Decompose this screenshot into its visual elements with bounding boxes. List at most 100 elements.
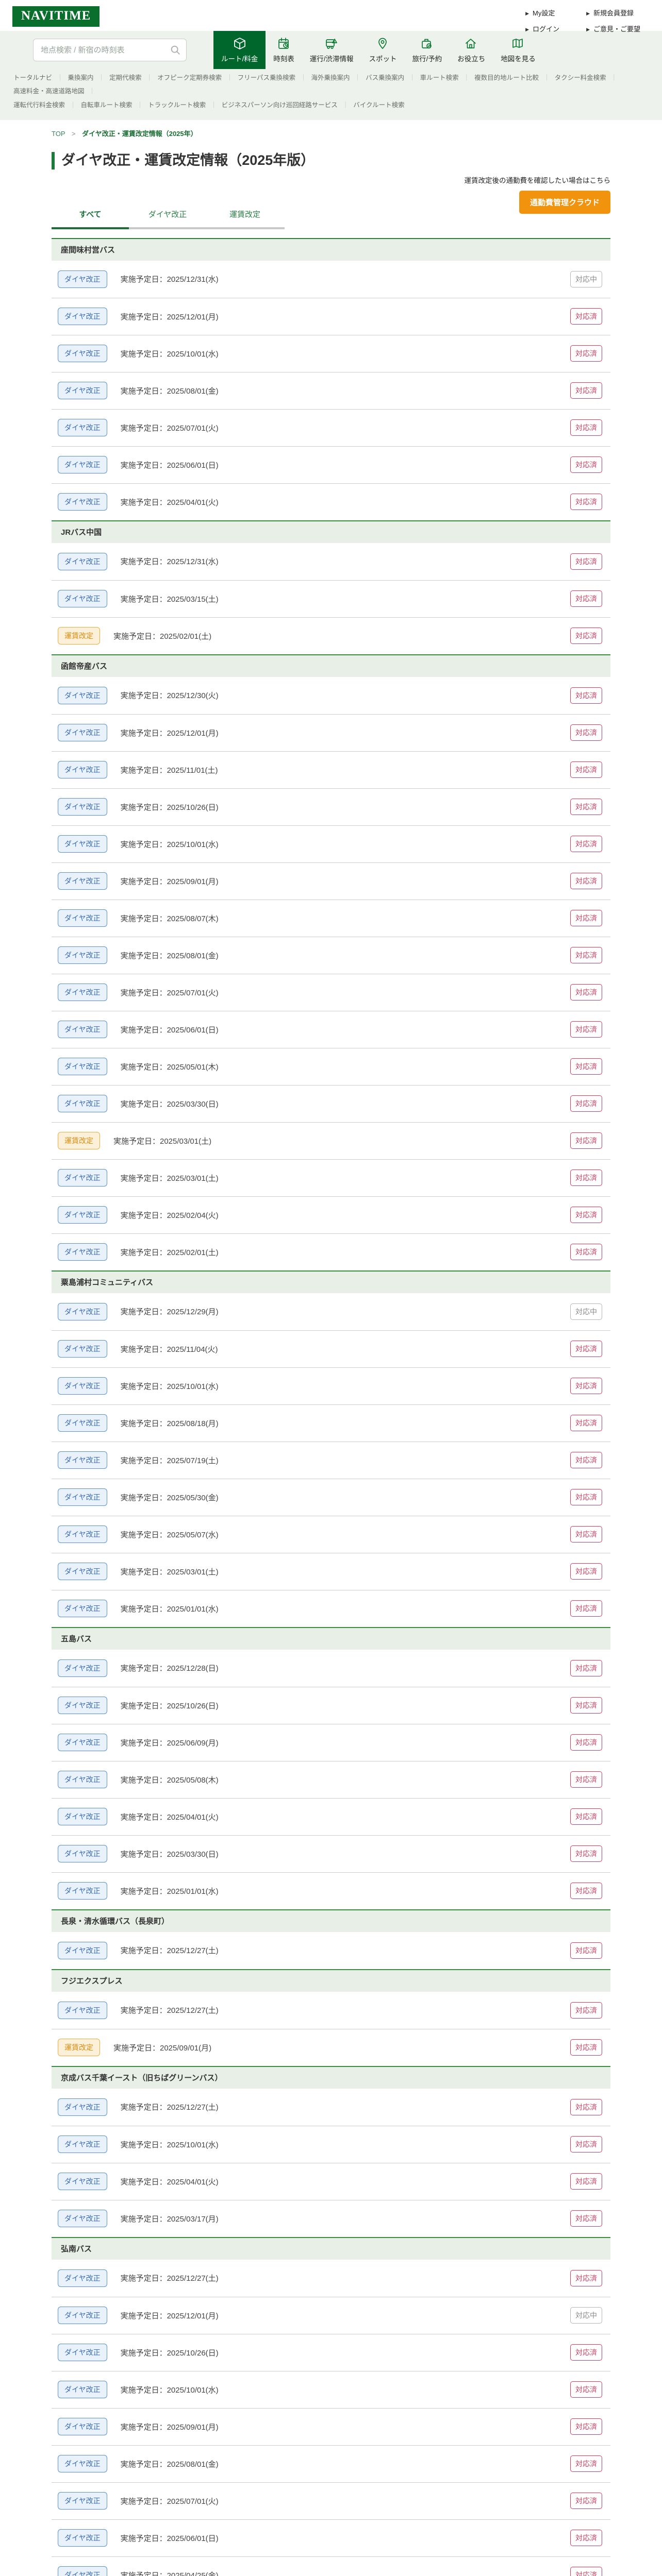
dia-kaisei-badge[interactable]: ダイヤ改正 — [58, 1941, 107, 1959]
dia-kaisei-badge[interactable]: ダイヤ改正 — [58, 984, 107, 1001]
quick-link[interactable]: 複数目的地ルート比較 — [474, 74, 539, 81]
dia-kaisei-badge[interactable]: ダイヤ改正 — [58, 1377, 107, 1395]
dia-kaisei-badge[interactable]: ダイヤ改正 — [58, 761, 107, 778]
account-link[interactable]: My設定 — [525, 8, 559, 18]
dia-kaisei-badge[interactable]: ダイヤ改正 — [58, 2344, 107, 2361]
scheduled-date: 実施予定日：2025/01/01(水) — [120, 1604, 219, 1614]
quick-link[interactable]: 定期代検索 — [109, 74, 142, 81]
dia-kaisei-badge[interactable]: ダイヤ改正 — [58, 1058, 107, 1075]
quick-link[interactable]: フリーパス乗換検索 — [237, 74, 296, 81]
tab-運賃改定[interactable]: 運賃改定 — [229, 210, 260, 219]
dia-kaisei-badge[interactable]: ダイヤ改正 — [58, 1526, 107, 1543]
dia-kaisei-badge[interactable]: ダイヤ改正 — [58, 2418, 107, 2435]
nav-item-useful[interactable]: お役立ち — [450, 31, 493, 69]
dia-kaisei-badge[interactable]: ダイヤ改正 — [58, 686, 107, 704]
dia-kaisei-badge[interactable]: ダイヤ改正 — [58, 1808, 107, 1825]
nav-item-label: お役立ち — [457, 55, 486, 63]
main-nav-bar: ルート/料金 時刻表 運行/渋滞情報 スポット 旅行/予約 お役立ち 地図を見る — [0, 31, 662, 69]
dia-kaisei-badge[interactable]: ダイヤ改正 — [58, 872, 107, 890]
dia-kaisei-badge[interactable]: ダイヤ改正 — [58, 419, 107, 436]
dia-kaisei-badge[interactable]: ダイヤ改正 — [58, 798, 107, 816]
quick-link[interactable]: ビジネスパーソン向け巡回経路サービス — [221, 101, 338, 109]
quick-link[interactable]: 高速料金・高速道路地図 — [13, 88, 85, 95]
nav-item-timetable[interactable]: 時刻表 — [266, 31, 302, 69]
status-done-badge: 対応済 — [570, 2493, 602, 2509]
dia-kaisei-badge[interactable]: ダイヤ改正 — [58, 345, 107, 362]
nav-item-route-fare[interactable]: ルート/料金 — [213, 31, 266, 69]
scheduled-date: 実施予定日：2025/07/01(火) — [120, 2497, 219, 2506]
quick-link[interactable]: トータルナビ — [13, 74, 53, 81]
dia-kaisei-badge[interactable]: ダイヤ改正 — [58, 1021, 107, 1038]
navitime-logo[interactable]: NAVITIME — [12, 6, 100, 27]
fare-revision-badge[interactable]: 運賃改定 — [58, 627, 100, 645]
quick-link[interactable]: 自転車ルート検索 — [80, 101, 133, 109]
dia-kaisei-badge[interactable]: ダイヤ改正 — [58, 1243, 107, 1261]
dia-kaisei-badge[interactable]: ダイヤ改正 — [58, 1845, 107, 1862]
dia-kaisei-badge[interactable]: ダイヤ改正 — [58, 835, 107, 853]
dia-kaisei-badge[interactable]: ダイヤ改正 — [58, 2136, 107, 2153]
search-input[interactable] — [33, 39, 187, 61]
dia-kaisei-badge[interactable]: ダイヤ改正 — [58, 493, 107, 511]
dia-kaisei-badge[interactable]: ダイヤ改正 — [58, 909, 107, 927]
dia-kaisei-badge[interactable]: ダイヤ改正 — [58, 1771, 107, 1788]
nav-item-traffic-info[interactable]: 運行/渋滞情報 — [302, 31, 361, 69]
dia-kaisei-badge[interactable]: ダイヤ改正 — [58, 2269, 107, 2287]
scheduled-date: 実施予定日：2025/03/17(月) — [120, 2214, 219, 2224]
tab-ダイヤ改正[interactable]: ダイヤ改正 — [148, 210, 187, 219]
dia-kaisei-badge[interactable]: ダイヤ改正 — [58, 2566, 107, 2576]
dia-kaisei-badge[interactable]: ダイヤ改正 — [58, 1659, 107, 1677]
dia-kaisei-badge[interactable]: ダイヤ改正 — [58, 2455, 107, 2472]
dia-kaisei-badge[interactable]: ダイヤ改正 — [58, 1340, 107, 1358]
dia-kaisei-badge[interactable]: ダイヤ改正 — [58, 590, 107, 607]
dia-kaisei-badge[interactable]: ダイヤ改正 — [58, 2307, 107, 2324]
dia-kaisei-badge[interactable]: ダイヤ改正 — [58, 1734, 107, 1751]
nav-item-map[interactable]: 地図を見る — [493, 31, 543, 69]
dia-kaisei-badge[interactable]: ダイヤ改正 — [58, 308, 107, 325]
quick-link[interactable]: 海外乗換案内 — [311, 74, 350, 81]
dia-kaisei-badge[interactable]: ダイヤ改正 — [58, 2492, 107, 2510]
breadcrumb-home-link[interactable]: TOP — [52, 129, 65, 138]
quick-link[interactable]: 車ルート検索 — [420, 74, 459, 81]
account-link[interactable]: ご意見・ご要望 — [586, 24, 640, 33]
scheduled-date: 実施予定日：2025/08/18(月) — [120, 1419, 219, 1428]
dia-kaisei-badge[interactable]: ダイヤ改正 — [58, 1414, 107, 1432]
dia-kaisei-badge[interactable]: ダイヤ改正 — [58, 270, 107, 288]
quick-link[interactable]: トラックルート検索 — [148, 101, 206, 109]
dia-kaisei-badge[interactable]: ダイヤ改正 — [58, 2001, 107, 2019]
dia-kaisei-badge[interactable]: ダイヤ改正 — [58, 1169, 107, 1187]
dia-kaisei-badge[interactable]: ダイヤ改正 — [58, 2210, 107, 2227]
quick-link[interactable]: オフピーク定期券検索 — [157, 74, 222, 81]
nav-item-travel-booking[interactable]: 旅行/予約 — [405, 31, 450, 69]
fare-revision-badge[interactable]: 運賃改定 — [58, 2039, 100, 2056]
quick-link[interactable]: 運転代行料金検索 — [13, 101, 65, 109]
dia-kaisei-badge[interactable]: ダイヤ改正 — [58, 1095, 107, 1112]
dia-kaisei-badge[interactable]: ダイヤ改正 — [58, 382, 107, 399]
quick-link[interactable]: バス乗換案内 — [366, 74, 405, 81]
quick-link[interactable]: 乗換案内 — [68, 74, 94, 81]
dia-kaisei-badge[interactable]: ダイヤ改正 — [58, 456, 107, 473]
dia-kaisei-badge[interactable]: ダイヤ改正 — [58, 2529, 107, 2547]
dia-kaisei-badge[interactable]: ダイヤ改正 — [58, 1697, 107, 1714]
quick-link[interactable]: タクシー料金検索 — [554, 74, 606, 81]
dia-kaisei-badge[interactable]: ダイヤ改正 — [58, 1882, 107, 1900]
dia-kaisei-badge[interactable]: ダイヤ改正 — [58, 1302, 107, 1320]
dia-kaisei-badge[interactable]: ダイヤ改正 — [58, 2173, 107, 2190]
dia-kaisei-badge[interactable]: ダイヤ改正 — [58, 2381, 107, 2398]
dia-kaisei-badge[interactable]: ダイヤ改正 — [58, 1488, 107, 1506]
dia-kaisei-badge[interactable]: ダイヤ改正 — [58, 1563, 107, 1580]
dia-kaisei-badge[interactable]: ダイヤ改正 — [58, 724, 107, 741]
dia-kaisei-badge[interactable]: ダイヤ改正 — [58, 946, 107, 964]
tab-all-active[interactable]: すべて — [52, 209, 129, 229]
account-link[interactable]: ログイン — [525, 24, 559, 33]
dia-kaisei-badge[interactable]: ダイヤ改正 — [58, 552, 107, 570]
fare-revision-badge[interactable]: 運賃改定 — [58, 1132, 100, 1149]
dia-kaisei-badge[interactable]: ダイヤ改正 — [58, 2098, 107, 2116]
dia-kaisei-badge[interactable]: ダイヤ改正 — [58, 1600, 107, 1617]
scheduled-date: 実施予定日：2025/01/01(水) — [120, 1887, 219, 1896]
account-link[interactable]: 新規会員登録 — [586, 8, 640, 18]
quick-link[interactable]: バイクルート検索 — [353, 101, 405, 109]
nav-item-spot-pin[interactable]: スポット — [361, 31, 405, 69]
dia-kaisei-badge[interactable]: ダイヤ改正 — [58, 1206, 107, 1224]
commute-cloud-button[interactable]: 通勤費管理クラウド — [519, 190, 610, 214]
dia-kaisei-badge[interactable]: ダイヤ改正 — [58, 1451, 107, 1469]
